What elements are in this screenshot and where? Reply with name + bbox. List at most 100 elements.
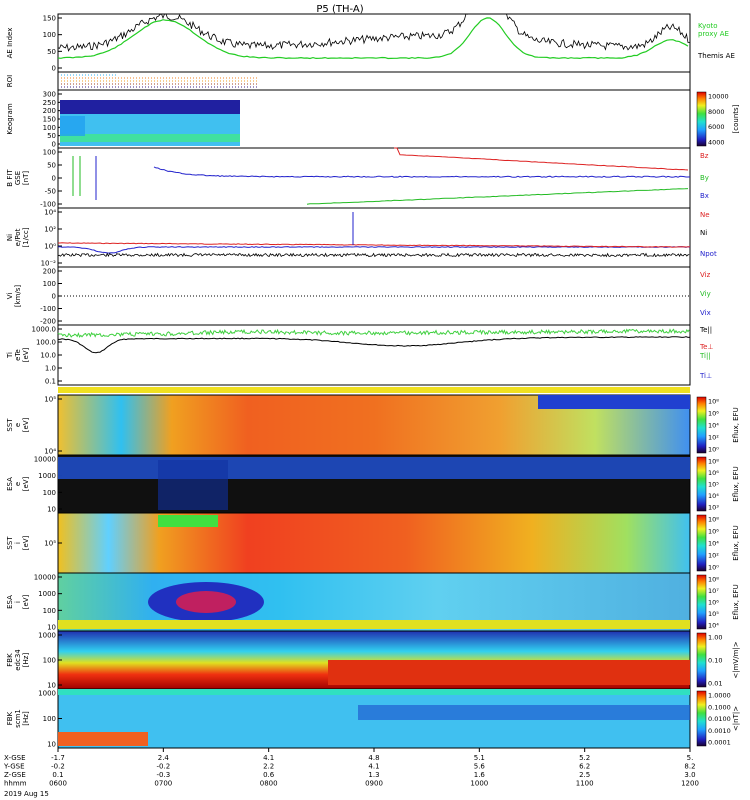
fbk_e-colorbar bbox=[696, 632, 707, 688]
sst_i-ylabel: SST bbox=[6, 536, 14, 550]
esa_i-ytick: 100 bbox=[43, 607, 56, 615]
fbk_b-ylabel: [Hz] bbox=[22, 711, 30, 726]
keogram-ytick: 0 bbox=[52, 141, 56, 149]
keogram-cbar-tick: 4000 bbox=[708, 139, 725, 147]
keogram-ytick: 200 bbox=[43, 107, 56, 115]
esa_i-cbar-tick: 10⁸ bbox=[708, 576, 719, 584]
axis-tick-label: 1.6 bbox=[474, 771, 486, 779]
esa_i-cbar-tick: 10⁷ bbox=[708, 587, 719, 595]
fbk_b-ytick: 1000 bbox=[38, 690, 56, 698]
fbk_b-cbar-label: <|nT|> bbox=[732, 706, 740, 731]
density-ytick: 10⁻² bbox=[41, 260, 57, 268]
sst_i-ylabel: i bbox=[14, 542, 22, 544]
axis-row-label: hhmm bbox=[4, 780, 27, 788]
sst_i-cbar-tick: 10⁴ bbox=[708, 540, 719, 548]
keogram-ytick: 300 bbox=[43, 91, 56, 99]
temperature-ytick: 1000.0 bbox=[32, 326, 57, 334]
bfit-ytick: 50 bbox=[47, 162, 56, 170]
axis-tick-label: 1.3 bbox=[368, 771, 379, 779]
esa_e-ylabel: ESA bbox=[6, 477, 14, 491]
ae-kyoto-line bbox=[57, 17, 689, 60]
keogram-cbar-tick: 8000 bbox=[708, 108, 725, 116]
axis-tick-label: 5.2 bbox=[579, 754, 590, 762]
fbk_b-ylabel: scm1 bbox=[14, 709, 22, 728]
legend-npot: Npot bbox=[700, 250, 717, 258]
roi-ylabel: ROI bbox=[6, 75, 14, 87]
esa_i-ytick: 10 bbox=[47, 624, 56, 632]
fbk_b-cbar-tick: 1.0000 bbox=[708, 692, 731, 700]
keogram-top-band bbox=[60, 100, 240, 114]
sst_e-cbar-tick: 10⁰ bbox=[708, 446, 719, 454]
legend-bx: Bx bbox=[700, 192, 709, 200]
sst_i-green-patch bbox=[158, 515, 218, 527]
sst_i-cbar-tick: 10² bbox=[708, 552, 719, 560]
sst_e-ylabel: e bbox=[14, 423, 22, 427]
axis-tick-label: -1.7 bbox=[51, 754, 65, 762]
axis-tick-label: -0.2 bbox=[156, 763, 170, 771]
fbk_e-red-band bbox=[328, 660, 690, 685]
esa_e-ytick: 10 bbox=[47, 506, 56, 514]
esa_i-cbar-tick: 10⁶ bbox=[708, 599, 719, 607]
bfit-panel bbox=[57, 147, 691, 209]
bfit-ylabel: GSE bbox=[14, 171, 22, 185]
legend-vix: Vix bbox=[700, 309, 711, 317]
keogram-patch bbox=[60, 116, 85, 136]
fbk_b-cbar-tick: 0.0001 bbox=[708, 739, 731, 747]
ni-line bbox=[57, 252, 690, 258]
bfit-ytick: 0 bbox=[52, 175, 56, 183]
esa_e-cbar-tick: 10⁸ bbox=[708, 458, 719, 466]
legend-ne: Ne bbox=[700, 211, 710, 219]
esa_e-cbar-tick: 10⁵ bbox=[708, 481, 719, 489]
ne-line bbox=[58, 242, 691, 248]
density-ytick: 10⁰ bbox=[44, 243, 56, 251]
esa_i-ytick: 10000 bbox=[34, 574, 56, 582]
fbk_e-cbar-label: <|mV/m|> bbox=[732, 641, 740, 678]
axis-tick-label: 0.6 bbox=[263, 771, 275, 779]
axis-row-label: X-GSE bbox=[4, 754, 26, 762]
fbk_b-cbar-tick: 0.0100 bbox=[708, 715, 731, 723]
fbk_b-colorbar bbox=[696, 690, 707, 747]
chart-title: P5 (TH-A) bbox=[316, 4, 363, 15]
fbk_e-ytick: 1000 bbox=[38, 632, 56, 640]
axis-tick-label: 4.1 bbox=[368, 763, 379, 771]
keogram-bottom-band bbox=[60, 134, 240, 142]
axis-tick-label: 0700 bbox=[154, 780, 172, 788]
esa_e-cbar-tick: 10⁴ bbox=[708, 492, 719, 500]
fbk_b-ytick: 10 bbox=[47, 741, 56, 749]
ae-ytick: 0 bbox=[52, 65, 56, 73]
legend-by: By bbox=[700, 174, 709, 182]
velocity-ytick: 200 bbox=[43, 268, 56, 276]
fbk_e-ylabel: [Hz] bbox=[22, 653, 30, 668]
fbk_e-cbar-tick: 0.01 bbox=[708, 680, 722, 688]
sst_e-cbar-tick: 10⁸ bbox=[708, 398, 719, 406]
esa_e-ytick: 10000 bbox=[34, 456, 56, 464]
ae-ytick: 150 bbox=[43, 15, 56, 23]
temperature-ylabel: Ti bbox=[6, 352, 14, 359]
bfit-ytick: 100 bbox=[43, 149, 56, 157]
keogram-colorbar bbox=[696, 91, 707, 147]
axis-tick-label: 5. bbox=[687, 754, 694, 762]
esa_e-ylabel: [eV] bbox=[22, 476, 30, 491]
esa_e-cbar-tick: 10³ bbox=[708, 504, 719, 512]
legend-te-perp: Te⊥ bbox=[699, 343, 714, 351]
legend-ni: Ni bbox=[700, 229, 707, 237]
axis-tick-label: 0600 bbox=[49, 780, 67, 788]
esa_i-ylabel: [eV] bbox=[22, 594, 30, 609]
bz-line bbox=[394, 147, 689, 171]
esa_i-ytick: 1000 bbox=[38, 590, 56, 598]
axis-tick-label: 4.8 bbox=[368, 754, 379, 762]
fbk_b-cbar-tick: 0.1000 bbox=[708, 703, 731, 711]
axis-tick-label: 2.5 bbox=[579, 771, 590, 779]
axis-tick-label: 2.2 bbox=[263, 763, 274, 771]
esa_e-dark-patch bbox=[158, 460, 228, 510]
axis-tick-label: 8.2 bbox=[684, 763, 695, 771]
esa_i-ylabel: i bbox=[14, 601, 22, 603]
velocity-ylabel: [km/s] bbox=[14, 285, 22, 308]
axis-tick-label: 2.4 bbox=[158, 754, 170, 762]
velocity-ytick: -200 bbox=[40, 318, 56, 326]
fbk_e-ylabel: edc34 bbox=[14, 649, 22, 671]
by-line bbox=[306, 188, 689, 205]
bfit-ylabel: B FIT bbox=[6, 169, 14, 187]
fbk_b-top-band bbox=[58, 689, 690, 695]
